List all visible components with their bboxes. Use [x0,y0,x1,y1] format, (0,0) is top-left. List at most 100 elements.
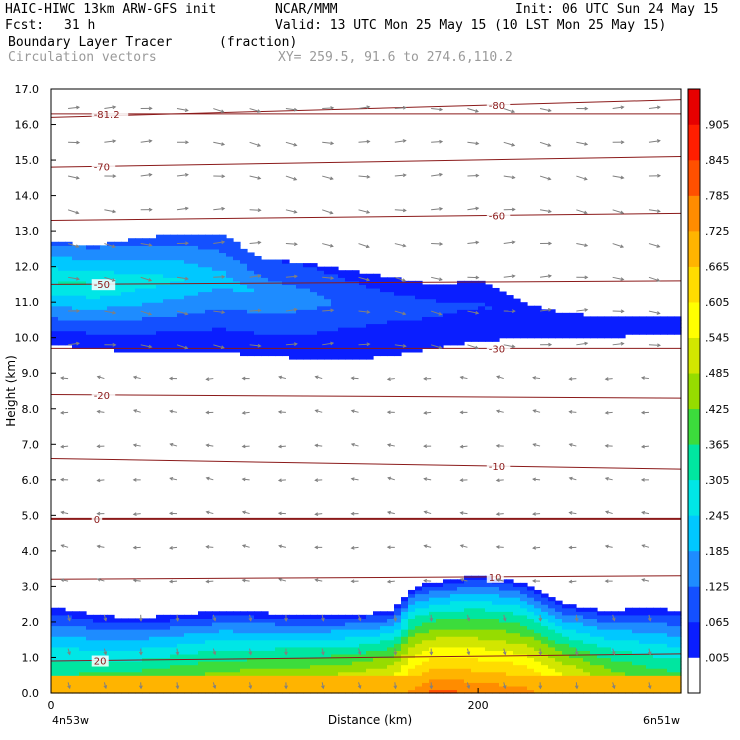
tracer-cell [289,661,297,666]
tracer-cell [534,668,542,673]
tracer-cell [646,316,654,321]
tracer-cell [394,611,402,616]
tracer-cell [541,636,549,641]
tracer-cell [324,302,332,307]
tracer-cell [436,661,444,666]
tracer-cell [317,671,325,676]
tracer-cell [79,309,87,314]
tracer-cell [310,355,318,360]
tracer-cell [65,270,73,275]
tracer-cell [324,689,332,694]
tracer-cell [632,650,640,655]
tracer-cell [121,661,129,666]
tracer-cell [156,646,164,651]
tracer-cell [604,675,612,680]
tracer-cell [338,355,346,360]
tracer-cell [436,287,444,293]
tracer-cell [79,657,87,662]
tracer-cell [135,266,143,271]
vector-arrowhead [475,206,480,211]
vector-arrowhead [640,477,645,482]
tracer-cell [562,668,570,673]
tracer-cell [205,316,213,321]
tracer-cell [86,621,94,627]
vector-arrowhead [604,544,609,549]
colorbar-label: .125 [705,580,730,593]
vector-arrow [140,344,152,348]
tracer-cell [401,309,409,314]
tracer-cell [660,330,668,335]
tracer-cell [310,643,318,648]
tracer-cell [79,316,87,321]
tracer-cell [51,618,59,623]
tracer-cell [275,632,283,637]
tracer-cell [345,668,353,673]
tracer-cell [562,625,570,630]
tracer-cell [429,305,437,310]
tracer-cell [233,327,241,332]
tracer-cell [184,330,192,335]
tracer-cell [135,291,143,296]
tracer-cell [373,341,381,346]
tracer-cell [233,270,241,275]
tracer-cell [163,245,171,250]
tracer-cell [58,330,66,335]
tracer-cell [667,661,675,666]
tracer-cell [611,319,619,325]
tracer-cell [345,277,353,282]
tracer-cell [233,295,241,300]
tracer-cell [366,351,374,357]
tracer-cell [107,263,115,268]
tracer-cell [632,682,640,687]
tracer-cell [408,597,416,602]
tracer-cell [478,646,486,651]
tracer-cell [548,675,556,680]
colorbar-swatch [688,586,700,623]
tracer-cell [142,298,150,303]
tracer-cell [674,621,682,627]
tracer-cell [170,259,178,264]
tracer-cell [233,671,241,676]
tracer-cell [142,636,150,641]
tracer-cell [268,625,276,630]
tracer-cell [247,675,255,680]
tracer-cell [156,323,164,328]
tracer-cell [548,319,556,325]
tracer-cell [583,327,591,332]
tracer-cell [520,639,528,644]
tracer-cell [65,632,73,637]
tracer-cell [527,657,535,662]
tracer-cell [541,653,549,659]
tracer-cell [247,266,255,271]
tracer-cell [555,653,563,659]
tracer-cell [86,245,94,250]
tracer-cell [296,298,304,303]
tracer-cell [583,330,591,335]
tracer-cell [184,266,192,271]
tracer-cell [478,284,486,289]
vector-arrowhead [205,510,210,515]
vector-arrow [242,511,250,515]
tracer-cell [163,625,171,630]
tracer-cell [345,632,353,637]
tracer-cell [198,305,206,310]
tracer-cell [219,255,227,261]
tracer-cell [240,302,248,307]
vector-arrowhead [568,443,573,447]
tracer-cell [303,327,311,332]
colorbar-label: .785 [705,190,730,203]
tracer-cell [464,334,472,339]
tracer-cell [268,312,276,317]
tracer-cell [268,295,276,300]
tracer-cell [464,298,472,303]
isotherm-line [50,156,682,168]
tracer-cell [492,682,500,687]
vector-arrow [424,545,432,548]
vector-arrow [358,243,370,248]
tracer-cell [583,650,591,655]
vector-arrowhead [139,685,143,690]
tracer-cell [51,298,59,303]
tracer-cell [485,334,493,339]
tracer-cell [548,678,556,683]
tracer-cell [58,611,66,616]
